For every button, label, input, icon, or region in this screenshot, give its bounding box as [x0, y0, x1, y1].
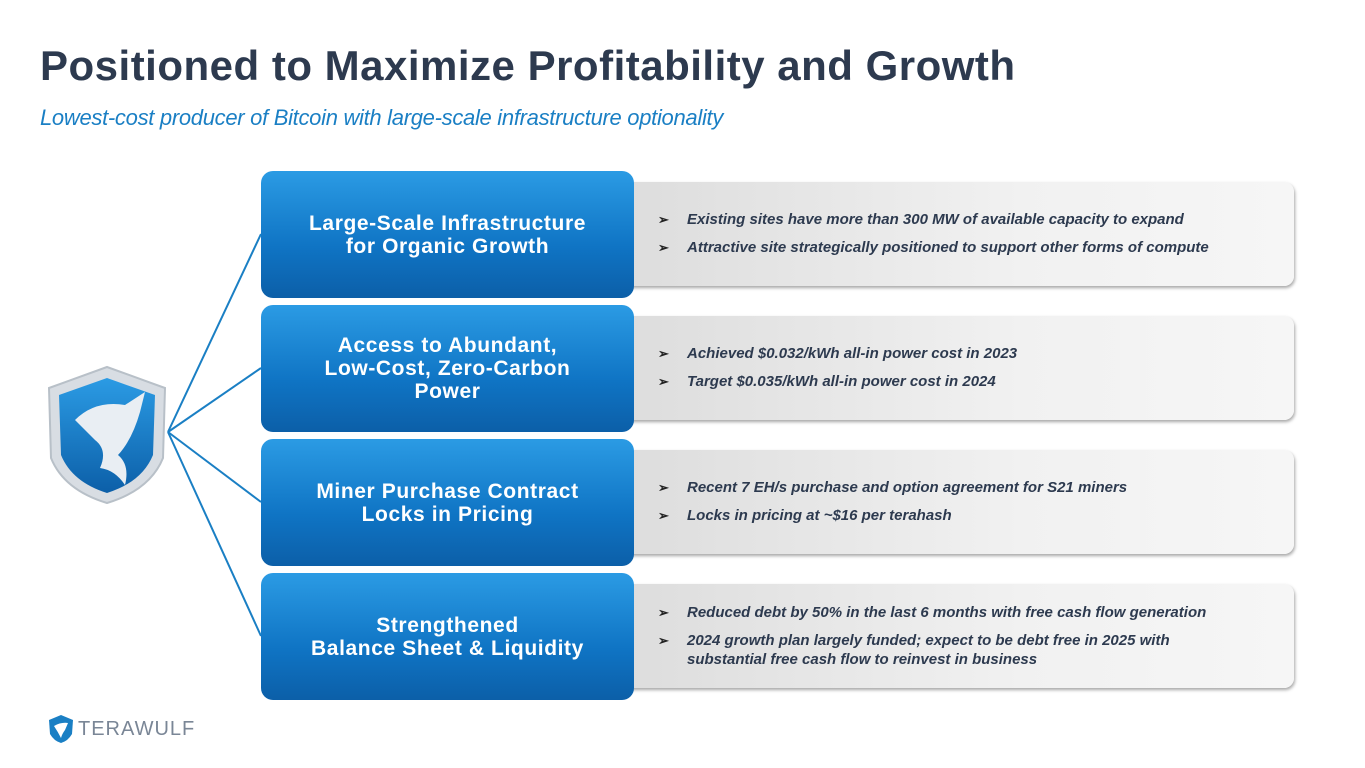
pillar-label: Large-Scale Infrastructure: [308, 211, 587, 235]
bullet: Existing sites have more than 300 MW of …: [658, 210, 1227, 229]
bullet: Recent 7 EH/s purchase and option agreem…: [658, 478, 1227, 497]
logo-icon: [49, 715, 73, 743]
pillar-box: Miner Purchase Contract Locks in Pricing: [261, 439, 634, 566]
pillar-label: Balance Sheet & Liquidity: [311, 636, 584, 660]
logo: TERAWULF: [48, 714, 195, 744]
bullet: 2024 growth plan largely funded; expect …: [658, 631, 1227, 669]
bullet: Target $0.035/kWh all-in power cost in 2…: [658, 372, 1227, 391]
bullet: Attractive site strategically positioned…: [658, 238, 1227, 257]
title: Positioned to Maximize Profitability and…: [40, 42, 1016, 89]
connector: [167, 367, 262, 433]
pillar-box: Large-Scale Infrastructure for Organic Gr…: [261, 171, 634, 298]
pillar-label: for Organic Growth: [345, 234, 550, 258]
detail-panel: [610, 450, 1294, 554]
pillar-label: Low-Cost, Zero-Carbon: [324, 357, 571, 380]
pillar-label: Access to Abundant,: [337, 334, 558, 357]
bullet-list: Reduced debt by 50% in the last 6 months…: [658, 584, 1258, 692]
bullet-list: Recent 7 EH/s purchase and option agreem…: [658, 450, 1258, 558]
pillar-label: Miner Purchase Contract: [316, 479, 579, 503]
bullet-list: Achieved $0.032/kWh all-in power cost in…: [658, 316, 1258, 424]
subtitle: Lowest-cost producer of Bitcoin with lar…: [40, 105, 724, 130]
pillar-label: Locks in Pricing: [361, 502, 534, 526]
detail-panel: [610, 182, 1294, 286]
detail-panel: [610, 316, 1294, 420]
bullet: Achieved $0.032/kWh all-in power cost in…: [658, 344, 1227, 363]
connector: [167, 431, 262, 637]
shield-icon: [47, 365, 167, 505]
connector: [167, 431, 262, 503]
pillar-label: Power: [414, 380, 481, 403]
bullet: Reduced debt by 50% in the last 6 months…: [658, 603, 1227, 622]
bullet: Locks in pricing at ~$16 per terahash: [658, 506, 1227, 525]
logo-text: TERAWULF: [78, 717, 196, 740]
pillar-box: Strengthened Balance Sheet & Liquidity: [261, 573, 634, 700]
connector: [167, 233, 262, 433]
pillar-box: Access to Abundant, Low-Cost, Zero-Carbon…: [261, 305, 634, 432]
pillar-label: Strengthened: [376, 613, 519, 637]
bullet-list: Existing sites have more than 300 MW of …: [658, 182, 1258, 290]
